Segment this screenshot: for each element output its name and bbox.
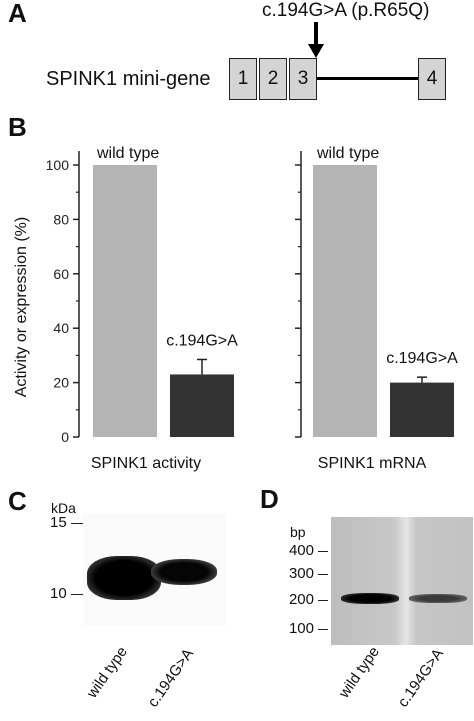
- gel-lane-wild-type: wild type: [335, 643, 383, 702]
- blot-unit-label: kDa: [51, 500, 76, 516]
- chart-1-y-tick-label-40: 40: [53, 320, 69, 336]
- gel-marker-200-tick: [318, 600, 328, 601]
- exon-1: 1: [229, 58, 257, 100]
- exon-3: 3: [289, 58, 317, 100]
- chart-2-category-label-0: wild type: [316, 145, 379, 162]
- chart-1-bar-wild-type: [93, 165, 157, 437]
- blot-band-mutant: [151, 559, 217, 585]
- gel-marker-100: 100: [288, 620, 314, 637]
- chart-1-y-tick-label-60: 60: [53, 266, 69, 282]
- panel-d-letter: D: [260, 484, 279, 514]
- gel-marker-300-tick: [318, 574, 328, 575]
- blot-band-wild-type: [87, 556, 161, 600]
- chart-1-y-axis-label: Activity or expression (%): [13, 217, 30, 398]
- mutation-label: c.194G>A (p.R65Q): [262, 0, 430, 21]
- panel-a-letter: A: [8, 0, 27, 28]
- intron-line: [317, 77, 418, 80]
- chart-1-category-label-1: c.194G>A: [166, 332, 238, 349]
- blot-marker-15: 15: [50, 514, 67, 531]
- chart-2-bar-wild-type: [313, 165, 377, 437]
- exon-4: 4: [418, 58, 446, 100]
- chart-1-y-tick-label-100: 100: [46, 157, 70, 173]
- gel-marker-300: 300: [288, 565, 314, 582]
- chart-1-category-label-0: wild type: [96, 145, 159, 162]
- gel-marker-400-tick: [318, 551, 328, 552]
- western-blot: [83, 514, 227, 626]
- pcr-gel: [331, 517, 473, 645]
- chart-2-bar-mutant: [390, 382, 454, 437]
- gel-marker-200: 200: [288, 591, 314, 608]
- gene-label: SPINK1 mini-gene: [46, 68, 211, 90]
- panel-c-letter: C: [8, 486, 27, 516]
- gel-band-mutant: [409, 594, 467, 603]
- gel-band-wild-type: [341, 593, 399, 604]
- mutation-arrow: [308, 22, 324, 58]
- chart-1-y-tick-label-0: 0: [61, 429, 69, 445]
- blot-lane-wild-type: wild type: [83, 643, 131, 702]
- blot-marker-10: 10: [50, 585, 67, 602]
- exon-2: 2: [259, 58, 287, 100]
- bar-charts: 0 20 40 60 80 100 Activity or expression (%) wi…: [13, 145, 458, 472]
- panel-b-letter: B: [8, 112, 27, 142]
- gel-marker-400: 400: [288, 542, 314, 559]
- chart-2-category-label-1: c.194G>A: [386, 350, 458, 367]
- chart-1-y-tick-label-80: 80: [53, 211, 69, 227]
- gel-lane-mutant: c.194G>A: [394, 645, 447, 711]
- chart-1-bar-mutant: [170, 374, 234, 437]
- blot-marker-10-tick: [71, 594, 83, 595]
- blot-marker-15-tick: [71, 523, 83, 524]
- gel-unit-label: bp: [290, 524, 306, 540]
- blot-lane-mutant: c.194G>A: [144, 645, 197, 711]
- chart-2-x-axis-label: SPINK1 mRNA: [318, 455, 427, 472]
- gel-marker-100-tick: [318, 629, 328, 630]
- chart-1-y-tick-label-20: 20: [53, 375, 69, 391]
- chart-1-x-axis-label: SPINK1 activity: [91, 455, 201, 472]
